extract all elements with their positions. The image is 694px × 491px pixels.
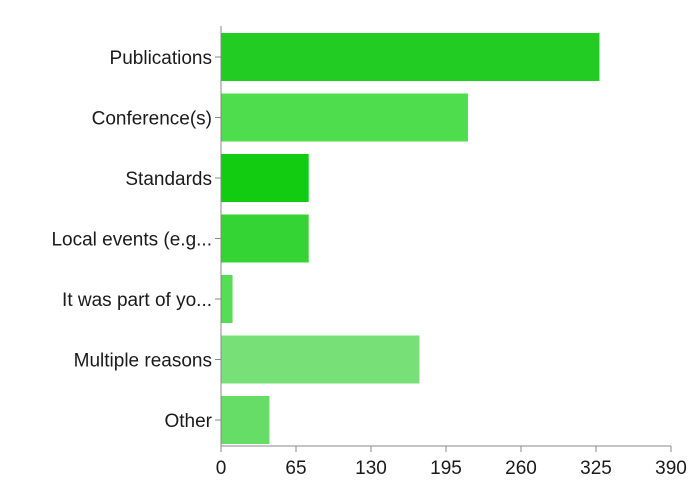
category-label: Standards — [125, 169, 212, 190]
bar-4 — [221, 214, 309, 263]
category-label: Conference(s) — [92, 109, 212, 130]
category-label: It was part of yo... — [62, 290, 212, 311]
category-label: Publications — [110, 48, 212, 69]
x-tick-label: 195 — [430, 458, 462, 479]
bar-1 — [221, 33, 600, 81]
x-tick-label: 130 — [355, 458, 387, 479]
bar-6 — [221, 335, 420, 384]
bar-3 — [221, 154, 309, 202]
x-tick-label: 0 — [216, 458, 227, 479]
category-label: Other — [164, 411, 212, 432]
category-label: Local events (e.g... — [51, 230, 212, 251]
bar-7 — [221, 396, 270, 444]
x-tick-label: 65 — [285, 458, 306, 479]
bar-2 — [221, 93, 468, 142]
category-label: Multiple reasons — [74, 351, 212, 372]
bar-5 — [221, 275, 233, 323]
x-tick-label: 260 — [505, 458, 537, 479]
x-tick-label: 390 — [655, 458, 687, 479]
x-tick-label: 325 — [580, 458, 612, 479]
